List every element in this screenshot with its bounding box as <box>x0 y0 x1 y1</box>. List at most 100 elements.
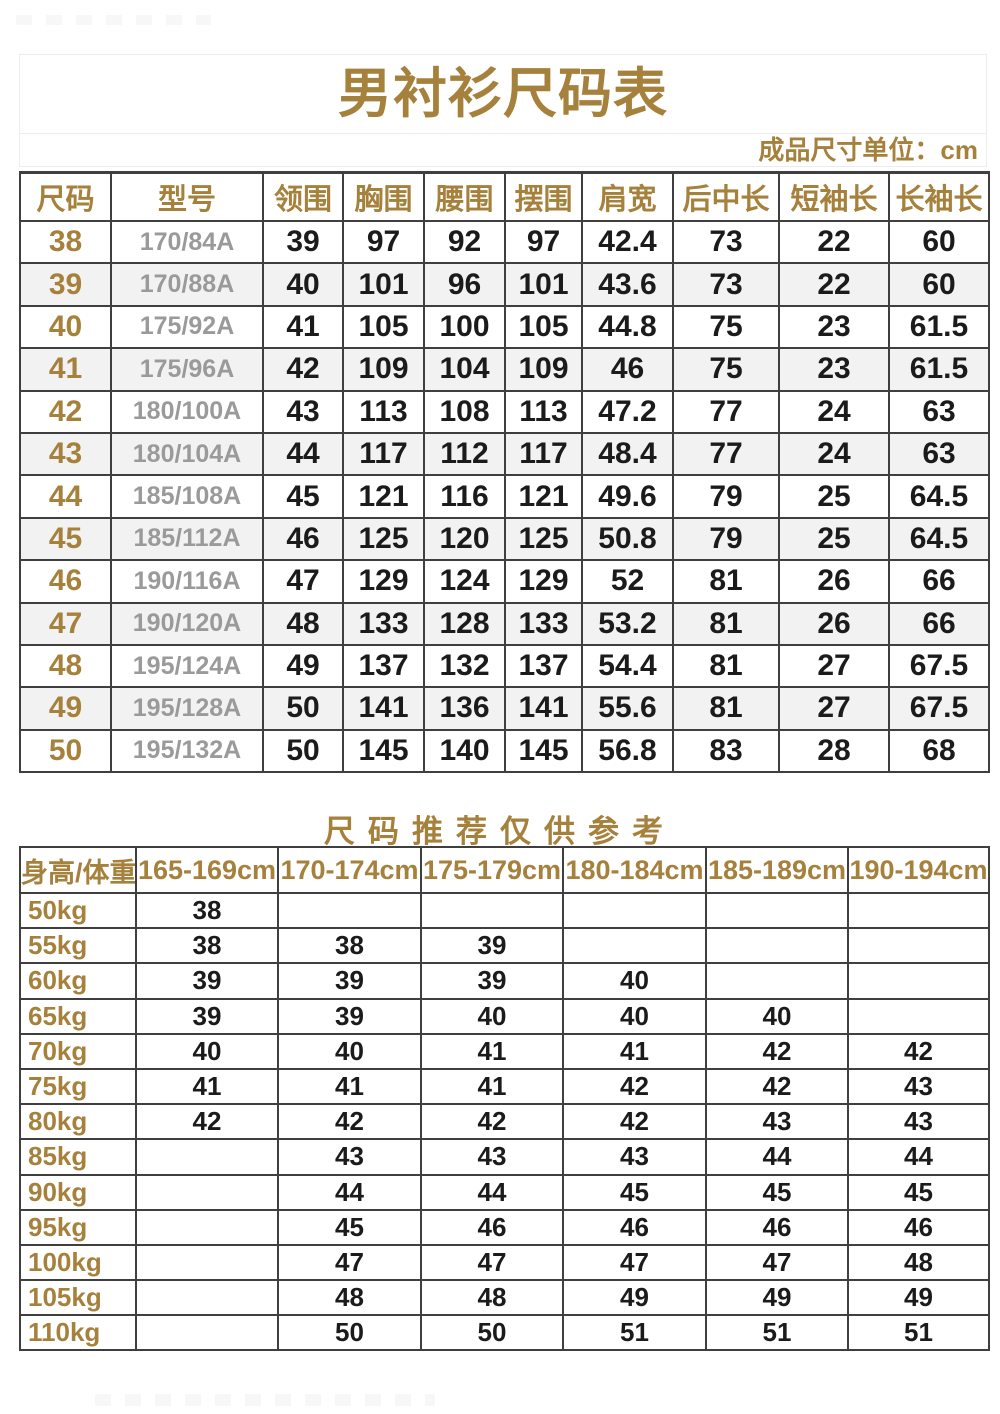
table-row: 105kg 48 48 49 49 49 <box>19 1279 990 1317</box>
title-box: 男衬衫尺码表 成品尺寸单位：cm <box>19 54 987 167</box>
cell: 38 <box>135 927 279 965</box>
cell: 40 <box>277 1032 422 1070</box>
cell: 42 <box>847 1032 990 1070</box>
cell: 45 <box>705 1173 849 1211</box>
cell: 73 <box>672 219 780 265</box>
cell: 40 <box>262 262 344 307</box>
cell: 195/128A <box>110 686 264 731</box>
cell: 24 <box>778 389 890 434</box>
table-row: 42 180/100A 43 113 108 113 47.2 77 24 63 <box>19 389 990 434</box>
cell: 44 <box>277 1173 422 1211</box>
header-row: 尺码 型号 领围 胸围 腰围 摆围 肩宽 后中长 短袖长 长袖长 <box>19 171 990 222</box>
cell: 25 <box>778 516 890 562</box>
cell: 110kg <box>19 1314 137 1352</box>
cell <box>420 891 564 930</box>
cell: 190/120A <box>110 601 264 646</box>
cell: 41 <box>420 1067 564 1106</box>
cell: 43 <box>847 1067 990 1106</box>
cell: 175/96A <box>110 347 264 392</box>
cell: 180/100A <box>110 389 264 434</box>
cell: 108 <box>423 389 506 434</box>
cell: 47 <box>562 1243 707 1282</box>
cell <box>562 891 707 930</box>
cell: 27 <box>778 686 890 731</box>
cell: 41 <box>19 347 112 392</box>
cell: 40 <box>19 304 112 350</box>
cell: 39 <box>19 262 112 307</box>
cell: 41 <box>135 1067 279 1106</box>
cell: 43.6 <box>581 262 674 307</box>
cell <box>705 927 849 965</box>
cell <box>705 891 849 930</box>
table-row: 48 195/124A 49 137 132 137 54.4 81 27 67.5 <box>19 643 990 689</box>
cell: 81 <box>672 643 780 689</box>
cell: 26 <box>778 601 890 646</box>
column-header: 185-189cm <box>705 846 849 894</box>
cell: 43 <box>705 1103 849 1141</box>
cell: 40 <box>562 962 707 1000</box>
table-row: 44 185/108A 45 121 116 121 49.6 79 25 64.5 <box>19 474 990 519</box>
cell: 129 <box>504 559 583 604</box>
cell: 55.6 <box>581 686 674 731</box>
cell: 46 <box>562 1208 707 1246</box>
cell: 43 <box>262 389 344 434</box>
cell: 75 <box>672 347 780 392</box>
cell: 109 <box>342 347 425 392</box>
cell: 27 <box>778 643 890 689</box>
column-header: 190-194cm <box>847 846 990 894</box>
cell: 42 <box>705 1067 849 1106</box>
cell: 195/124A <box>110 643 264 689</box>
column-header: 短袖长 <box>778 171 890 222</box>
cell: 39 <box>277 962 422 1000</box>
cell: 125 <box>342 516 425 562</box>
cell: 46 <box>420 1208 564 1246</box>
cell: 26 <box>778 559 890 604</box>
cell: 49 <box>262 643 344 689</box>
table-row: 47 190/120A 48 133 128 133 53.2 81 26 66 <box>19 601 990 646</box>
cell: 50 <box>277 1314 422 1352</box>
cell: 180/104A <box>110 431 264 477</box>
cell: 113 <box>504 389 583 434</box>
table-row: 85kg 43 43 43 44 44 <box>19 1138 990 1176</box>
cell: 43 <box>277 1138 422 1176</box>
cell: 50 <box>262 728 344 774</box>
cell: 129 <box>342 559 425 604</box>
cell: 56.8 <box>581 728 674 774</box>
cell: 64.5 <box>888 474 990 519</box>
cell: 68 <box>888 728 990 774</box>
cell: 51 <box>847 1314 990 1352</box>
cell: 47 <box>420 1243 564 1282</box>
table-row: 43 180/104A 44 117 112 117 48.4 77 24 63 <box>19 431 990 477</box>
cell: 63 <box>888 431 990 477</box>
cell: 47 <box>19 601 112 646</box>
cell: 46 <box>847 1208 990 1246</box>
cell: 43 <box>420 1138 564 1176</box>
cell: 22 <box>778 219 890 265</box>
cell: 64.5 <box>888 516 990 562</box>
cell: 50.8 <box>581 516 674 562</box>
cell: 132 <box>423 643 506 689</box>
table-row: 75kg 41 41 41 42 42 43 <box>19 1067 990 1106</box>
cell <box>847 927 990 965</box>
cell: 100 <box>423 304 506 350</box>
cell: 38 <box>277 927 422 965</box>
cell: 47.2 <box>581 389 674 434</box>
cell: 44 <box>705 1138 849 1176</box>
cell: 44 <box>262 431 344 477</box>
cell: 140 <box>423 728 506 774</box>
cell: 101 <box>504 262 583 307</box>
size-table: 尺码 型号 领围 胸围 腰围 摆围 肩宽 后中长 短袖长 长袖长 38 170/84A 39 97 92 97… <box>19 171 990 774</box>
bottom-cutoff-artifact <box>95 1394 435 1406</box>
cell: 128 <box>423 601 506 646</box>
column-header: 后中长 <box>672 171 780 222</box>
cell: 51 <box>705 1314 849 1352</box>
cell: 70kg <box>19 1032 137 1070</box>
cell: 28 <box>778 728 890 774</box>
column-header: 腰围 <box>423 171 506 222</box>
cell: 96 <box>423 262 506 307</box>
table-row: 80kg 42 42 42 42 43 43 <box>19 1103 990 1141</box>
cell: 104 <box>423 347 506 392</box>
cell <box>135 1173 279 1211</box>
column-header: 型号 <box>110 171 264 222</box>
cell: 79 <box>672 516 780 562</box>
